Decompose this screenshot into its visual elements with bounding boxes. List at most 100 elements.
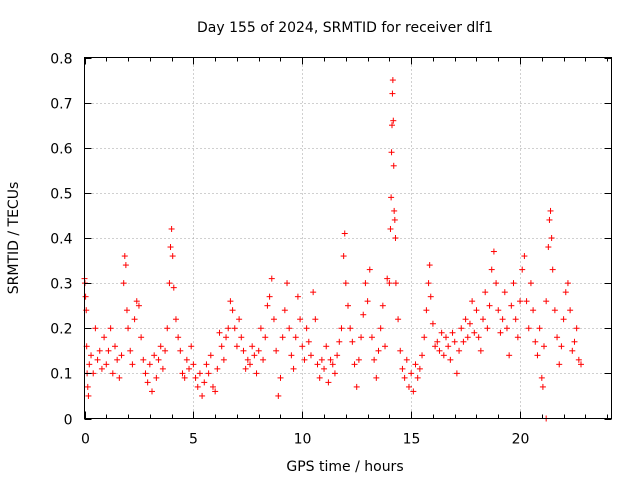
data-point: [290, 365, 297, 372]
data-point: [142, 370, 149, 377]
data-point: [532, 338, 539, 345]
data-point: [521, 253, 528, 260]
data-point: [368, 334, 375, 341]
data-point: [225, 325, 232, 332]
data-point: [545, 244, 552, 251]
data-point: [451, 338, 458, 345]
data-point: [305, 338, 312, 345]
data-point: [351, 361, 358, 368]
data-point: [375, 347, 382, 354]
data-point: [342, 280, 349, 287]
data-point: [131, 316, 138, 323]
data-point: [525, 325, 532, 332]
data-point: [534, 352, 541, 359]
data-point: [414, 374, 421, 381]
data-point: [508, 302, 515, 309]
data-point: [284, 280, 291, 287]
data-point: [220, 356, 227, 363]
data-point: [238, 334, 245, 341]
data-point: [362, 280, 369, 287]
y-tick-label: 0.4: [50, 232, 72, 248]
data-point: [389, 77, 396, 84]
data-point: [562, 289, 569, 296]
x-tick-label: 20: [512, 432, 530, 448]
data-point: [401, 374, 408, 381]
data-point: [96, 347, 103, 354]
data-point: [151, 352, 158, 359]
x-axis-title: GPS time / hours: [286, 459, 403, 475]
data-point: [514, 334, 521, 341]
data-point: [388, 122, 395, 129]
plot-frame: [84, 57, 612, 419]
data-point: [426, 262, 433, 269]
data-point: [434, 338, 441, 345]
data-point: [345, 302, 351, 309]
data-point: [551, 307, 558, 314]
data-point: [140, 356, 147, 363]
data-point: [255, 347, 262, 354]
data-point: [82, 293, 89, 300]
data-point: [423, 307, 430, 314]
data-point: [216, 329, 223, 336]
data-point: [101, 334, 108, 341]
data-point: [388, 194, 395, 201]
data-point: [471, 329, 478, 336]
data-point: [325, 379, 332, 386]
data-point: [292, 334, 299, 341]
data-point: [181, 374, 188, 381]
data-point: [301, 356, 308, 363]
x-tick-label: 15: [403, 432, 421, 448]
data-point: [486, 302, 493, 309]
data-point: [501, 289, 508, 296]
data-point: [480, 316, 487, 323]
data-point: [488, 266, 495, 273]
data-point: [395, 316, 402, 323]
data-point: [564, 280, 571, 287]
data-point: [164, 325, 171, 332]
data-point: [543, 298, 550, 305]
data-point: [116, 374, 123, 381]
data-point: [146, 361, 153, 368]
data-point: [107, 325, 114, 332]
data-point: [155, 356, 162, 363]
data-point: [281, 307, 288, 314]
data-point: [493, 280, 500, 287]
y-tick-label: 0.5: [50, 187, 72, 203]
data-point: [264, 302, 271, 309]
data-point: [316, 374, 323, 381]
data-point: [111, 343, 118, 350]
data-point: [391, 207, 398, 214]
data-point: [212, 388, 219, 395]
data-point: [251, 352, 258, 359]
data-point: [149, 388, 156, 395]
data-point: [277, 374, 284, 381]
data-point: [167, 244, 174, 251]
data-point: [571, 338, 578, 345]
data-point: [199, 392, 206, 399]
data-point: [214, 365, 221, 372]
data-point: [527, 280, 534, 287]
data-point: [168, 225, 175, 232]
data-point: [440, 352, 447, 359]
data-point: [297, 316, 304, 323]
data-point: [458, 325, 465, 332]
axis-ticks: 0 0.1 0.2 0.3 0.4 0.5 0.6 0.7 0.8 0 5 10 15 20: [50, 52, 612, 448]
data-point: [477, 347, 484, 354]
data-point: [410, 388, 417, 395]
data-point: [273, 347, 280, 354]
data-point: [183, 356, 190, 363]
data-points: [81, 77, 585, 422]
data-point: [405, 383, 412, 390]
data-point: [144, 379, 151, 386]
data-point: [242, 365, 249, 372]
data-point: [408, 370, 415, 377]
data-point: [85, 392, 92, 399]
x-tick-label: 10: [294, 432, 312, 448]
data-point: [421, 334, 428, 341]
data-point: [530, 307, 537, 314]
data-point: [392, 280, 399, 287]
data-point: [194, 383, 201, 390]
y-tick-label: 0.7: [50, 97, 72, 113]
data-point: [329, 361, 336, 368]
data-point: [578, 361, 585, 368]
